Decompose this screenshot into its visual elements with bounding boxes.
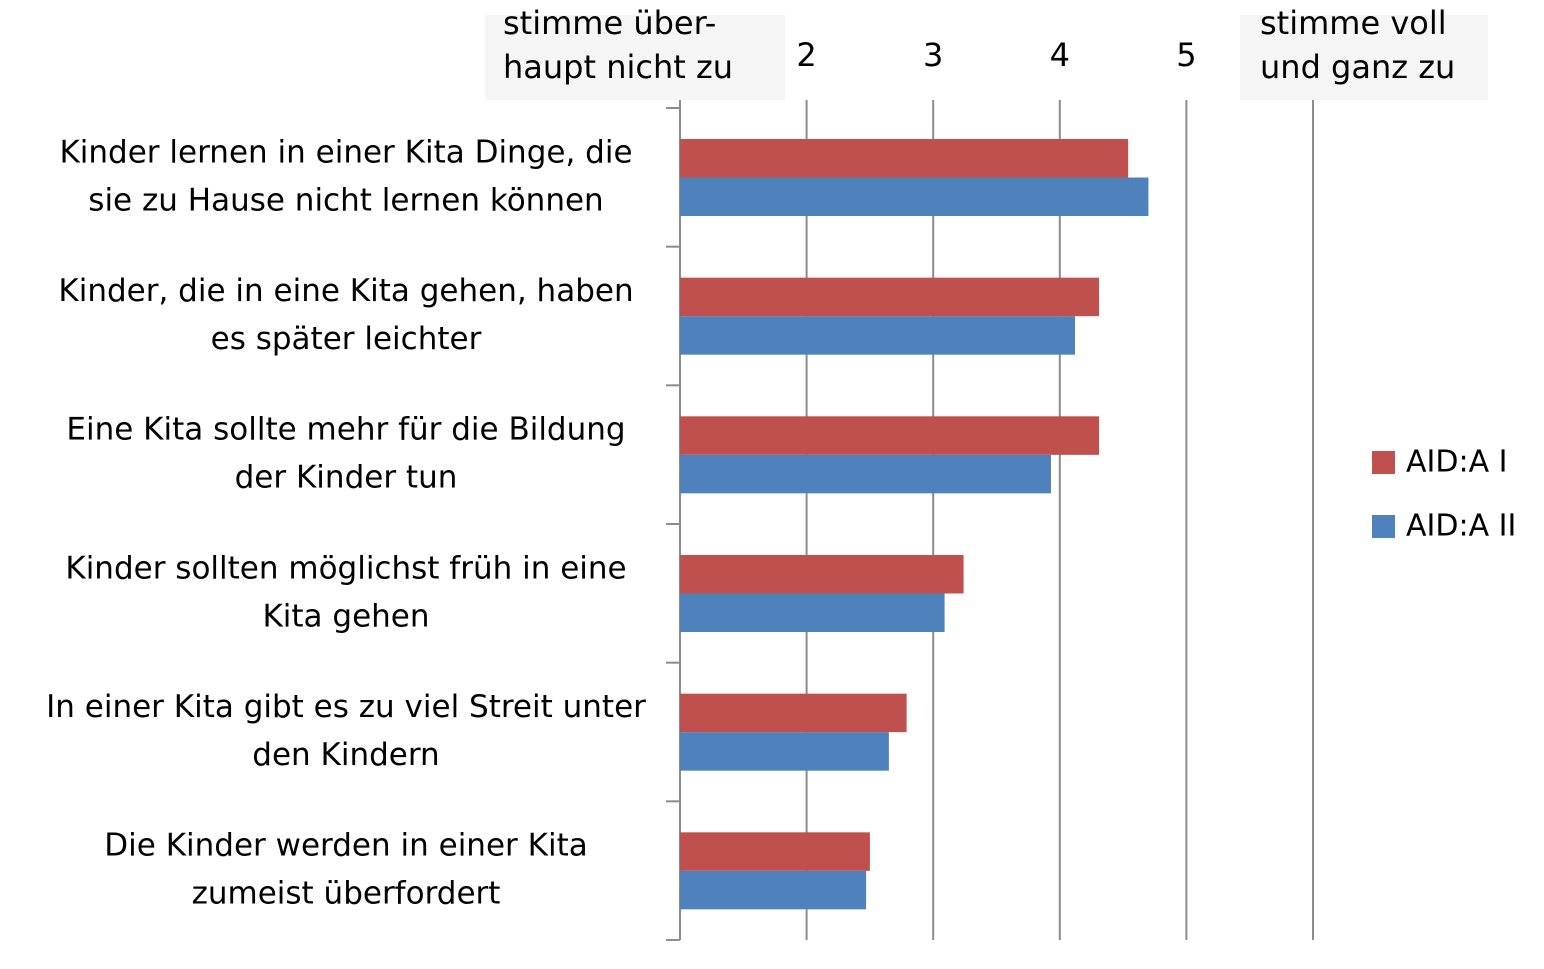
tick-label-box [485, 15, 785, 100]
bar [680, 177, 1149, 216]
category-label: Kinder lernen in einer Kita Dinge, die si… [59, 134, 632, 218]
bar [680, 316, 1075, 355]
bar [680, 277, 1100, 317]
legend-swatch [1372, 451, 1395, 474]
legend-label: AID:A II [1406, 509, 1516, 544]
bar [680, 593, 945, 632]
bar [680, 139, 1129, 178]
bar [680, 693, 907, 733]
bar [680, 555, 964, 594]
bar [680, 454, 1051, 494]
x-tick-label: 5 [1176, 36, 1196, 74]
bar [680, 870, 867, 910]
category-label: Die Kinder werden in einer Kita zumeist ü… [104, 827, 587, 911]
category-label: In einer Kita gibt es zu viel Streit unt… [46, 689, 646, 773]
category-label: Eine Kita sollte mehr für die Bildung der… [66, 411, 625, 495]
x-tick-label: 2 [796, 36, 816, 74]
tick-label-box [1240, 15, 1488, 100]
legend-swatch [1372, 515, 1395, 538]
x-tick-label: 4 [1050, 36, 1070, 74]
bar [680, 732, 889, 771]
bar [680, 416, 1100, 455]
x-tick-label: 3 [923, 36, 943, 74]
x-tick-label: stimme voll und ganz zu [1260, 4, 1455, 86]
category-label: Kinder, die in eine Kita gehen, haben es … [58, 273, 633, 357]
x-tick-label: stimme über-haupt nicht zu [503, 4, 733, 86]
bar [680, 832, 870, 871]
category-label: Kinder sollten möglichst früh in eine Kit… [65, 550, 626, 634]
legend-label: AID:A I [1406, 445, 1507, 480]
